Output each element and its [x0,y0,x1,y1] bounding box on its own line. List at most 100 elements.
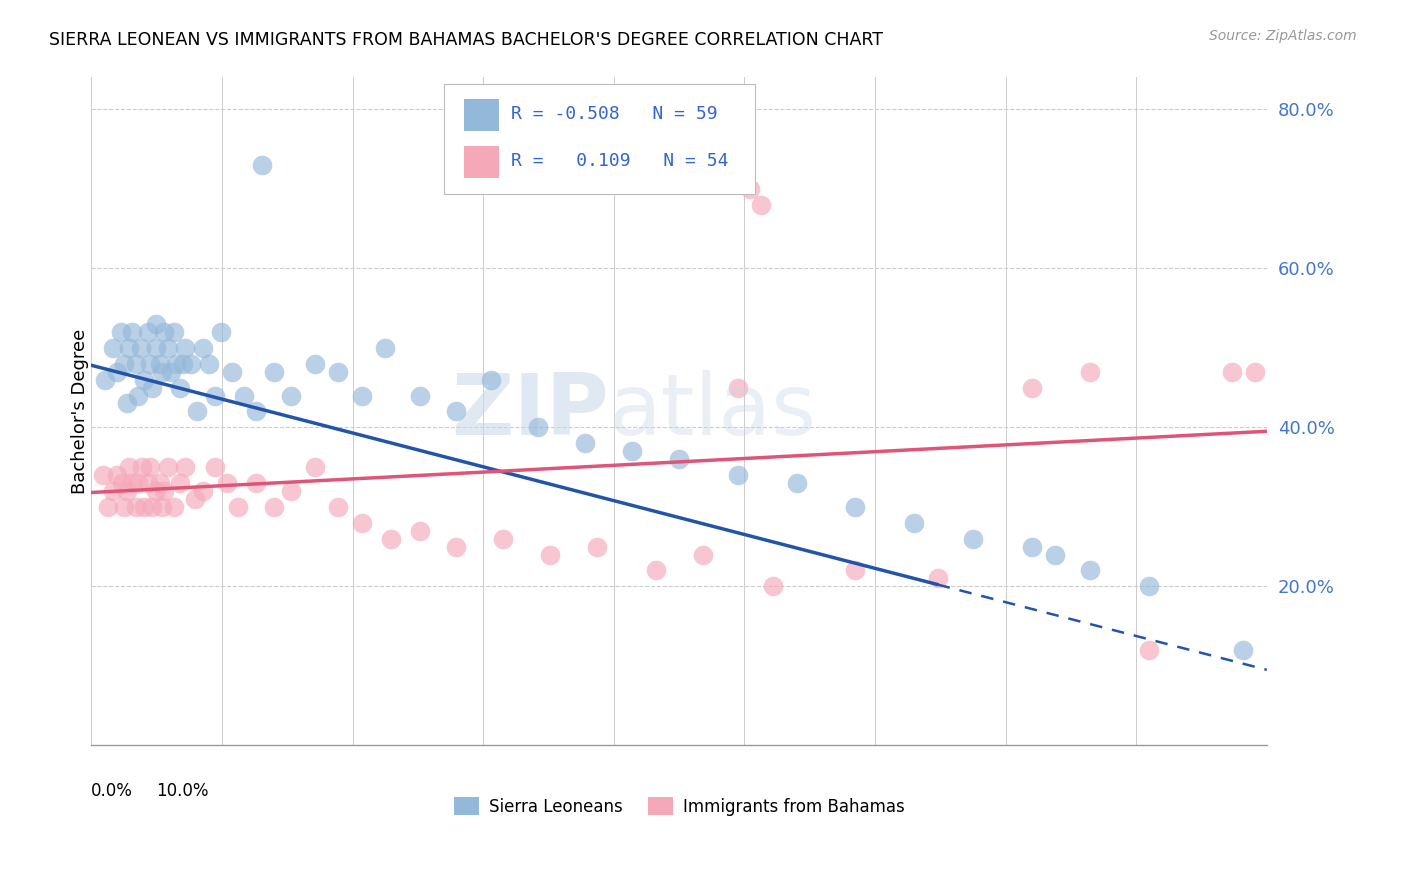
Point [574,436,596,450]
Point [174,341,197,355]
Point [444,404,467,418]
Point [150,365,173,379]
FancyBboxPatch shape [464,99,499,131]
Point [191,483,214,498]
Point [927,571,949,585]
Point [172,357,194,371]
Point [1043,548,1066,562]
Point [226,500,249,514]
Point [148,475,170,490]
Y-axis label: Bachelor's Degree: Bachelor's Degree [72,329,89,494]
Point [1080,564,1102,578]
Point [111,475,134,490]
Point [125,357,148,371]
Point [134,500,156,514]
Point [492,532,515,546]
Point [644,564,666,578]
Point [191,341,214,355]
Point [328,500,350,514]
Point [479,373,502,387]
Point [1021,380,1043,394]
Point [165,357,187,371]
Point [105,468,128,483]
Point [668,452,690,467]
Point [304,460,326,475]
Point [263,365,285,379]
Point [844,564,866,578]
Text: 0.0%: 0.0% [91,782,134,800]
FancyBboxPatch shape [444,84,755,194]
Point [91,468,114,483]
Point [538,548,561,562]
Point [692,548,714,562]
Point [380,532,402,546]
Point [139,357,162,371]
Point [127,475,149,490]
Point [1137,643,1160,657]
Point [738,182,761,196]
Point [115,396,138,410]
Point [786,475,808,490]
Point [136,475,159,490]
Point [621,444,644,458]
Point [160,365,183,379]
Point [350,388,373,402]
Point [153,483,176,498]
Point [263,500,285,514]
Text: atlas: atlas [609,370,817,453]
Point [145,483,167,498]
Point [145,341,167,355]
Point [1080,365,1102,379]
Point [174,460,197,475]
Point [409,524,432,538]
Point [280,483,302,498]
Point [962,532,984,546]
Point [409,388,432,402]
Point [328,365,350,379]
Point [727,380,749,394]
Point [762,579,785,593]
Point [250,158,273,172]
Point [112,357,135,371]
Point [169,475,191,490]
Point [162,325,184,339]
FancyBboxPatch shape [464,145,499,178]
Point [118,341,141,355]
Point [180,357,202,371]
Point [156,460,179,475]
Point [115,483,138,498]
Point [1220,365,1243,379]
Point [121,475,143,490]
Point [105,365,128,379]
Text: 10.0%: 10.0% [156,782,209,800]
Text: ZIP: ZIP [451,370,609,453]
Point [153,325,176,339]
Legend: Sierra Leoneans, Immigrants from Bahamas: Sierra Leoneans, Immigrants from Bahamas [447,790,911,822]
Point [1244,365,1267,379]
Point [121,325,143,339]
Point [221,365,243,379]
Point [280,388,302,402]
Point [97,500,120,514]
Point [110,325,132,339]
Text: SIERRA LEONEAN VS IMMIGRANTS FROM BAHAMAS BACHELOR'S DEGREE CORRELATION CHART: SIERRA LEONEAN VS IMMIGRANTS FROM BAHAMA… [49,31,883,49]
Point [215,475,238,490]
Point [727,468,749,483]
Point [118,460,141,475]
Point [245,404,267,418]
Point [169,380,191,394]
Point [156,341,179,355]
Point [162,500,184,514]
Point [127,388,149,402]
Text: Source: ZipAtlas.com: Source: ZipAtlas.com [1209,29,1357,43]
Point [374,341,396,355]
Point [304,357,326,371]
Point [844,500,866,514]
Point [350,516,373,530]
Point [141,500,163,514]
Point [209,325,232,339]
Point [101,483,124,498]
Point [94,373,117,387]
Point [136,325,159,339]
Point [903,516,925,530]
